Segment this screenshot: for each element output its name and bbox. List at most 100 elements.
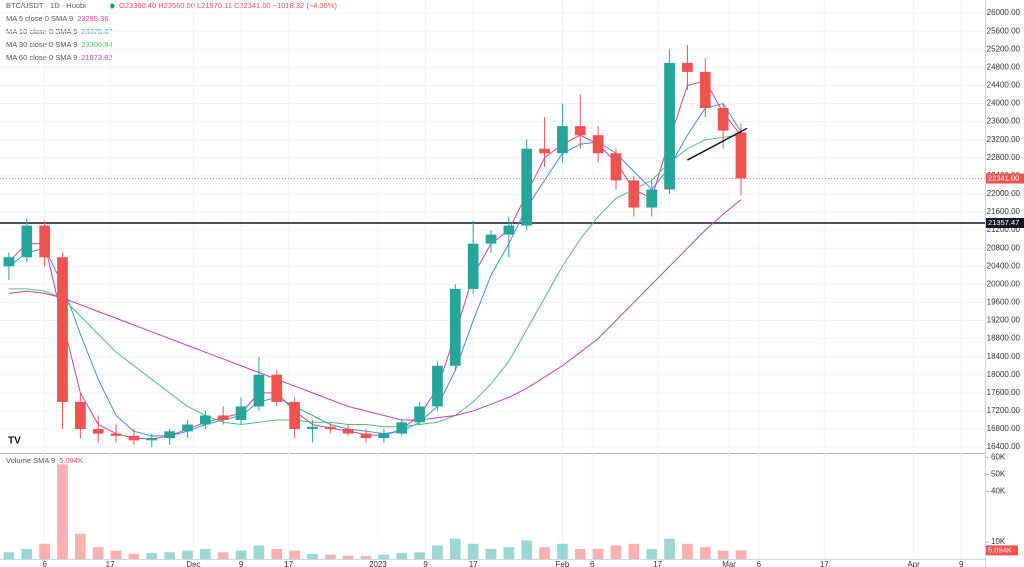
volume-bar (21, 548, 33, 559)
status-dot (109, 3, 115, 9)
x-tick-label: Mar (722, 560, 736, 567)
volume-sma-label-bg (986, 545, 1018, 556)
volume-bar (467, 543, 479, 559)
volume-sma-label: 5.094K (988, 545, 1012, 554)
x-tick-label: 6 (757, 560, 762, 567)
candle-body (485, 234, 497, 244)
candle-body (557, 126, 568, 154)
volume-bar (217, 552, 229, 559)
y-tick-label: 24400.00 (987, 81, 1021, 90)
x-tick-label: Feb (556, 560, 570, 567)
y-tick-label: 25200.00 (987, 44, 1021, 53)
volume-bar (378, 554, 390, 559)
y-tick-label: 17600.00 (987, 388, 1021, 397)
volume-bar (396, 553, 408, 559)
candle-body (74, 401, 86, 430)
volume-bar (74, 533, 86, 559)
candle-body (289, 401, 300, 430)
y-tick-label: 16400.00 (987, 442, 1021, 451)
volume-bar (3, 552, 15, 559)
ma-legend-value: 23295.36 (77, 14, 108, 23)
y-tick-label: 20000.00 (987, 279, 1021, 288)
volume-bar (574, 548, 586, 559)
candle-body (735, 132, 747, 179)
x-tick-label: 17 (106, 560, 115, 567)
volume-bar (128, 553, 140, 559)
ma-legend-name: MA 30 close 0 SMA 9 (6, 40, 77, 49)
candle-body (253, 374, 265, 407)
ohlc: O23360.40 H23560.00 L21970.11 C22341.00 … (119, 1, 337, 10)
volume-bar (414, 552, 425, 559)
volume-tick-label: 50K (991, 470, 1006, 479)
candle-body (432, 365, 443, 407)
candle-body (324, 426, 336, 430)
candle-body (682, 62, 693, 72)
candle-body (146, 438, 158, 441)
x-tick-label: 17 (469, 560, 478, 567)
level-label: 21357.47 (988, 218, 1019, 227)
candle-body (235, 406, 247, 420)
candle-body (21, 225, 33, 258)
y-tick-label: 21600.00 (987, 207, 1021, 216)
volume-bar (557, 543, 568, 559)
y-tick-label: 26000.00 (987, 8, 1021, 17)
volume-bar (199, 548, 211, 559)
ma-line (8, 134, 742, 428)
candle-body (503, 225, 515, 235)
candle-body (110, 433, 122, 436)
volume-legend: Volume SMA 9 (6, 456, 55, 465)
trend-line (687, 127, 748, 161)
volume-bar (360, 555, 372, 559)
ma-legend-name: MA 60 close 0 SMA 9 (6, 53, 77, 62)
candle-body (414, 406, 425, 423)
y-tick-label: 22800.00 (987, 153, 1021, 162)
y-tick-label: 25600.00 (987, 26, 1021, 35)
y-tick-label: 20400.00 (987, 261, 1021, 270)
candle-body (342, 429, 354, 434)
volume-tick-label: 40K (991, 486, 1006, 495)
candle-body (610, 153, 622, 181)
candle-body (592, 135, 604, 154)
ma-line (8, 199, 742, 421)
volume-bar (682, 543, 693, 559)
candle-body (57, 257, 68, 402)
candle-body (699, 71, 711, 109)
y-tick-label: 23600.00 (987, 117, 1021, 126)
y-tick-label: 18400.00 (987, 352, 1021, 361)
candle-body (467, 243, 479, 289)
candle-body (217, 415, 229, 420)
y-tick-label: 24800.00 (987, 62, 1021, 71)
x-tick-label: 6 (590, 560, 595, 567)
candle-body (574, 126, 586, 136)
symbol: BTC/USDT · 1D · Huobi (6, 1, 86, 10)
volume-bar (592, 548, 604, 559)
volume-bar (164, 552, 175, 559)
candle-body (378, 433, 390, 439)
volume-bar (717, 550, 729, 559)
volume-tick-label: 60K (991, 453, 1006, 462)
candle-body (92, 429, 104, 434)
y-tick-label: 16800.00 (987, 424, 1021, 433)
candle-body (3, 257, 15, 267)
candle-body (646, 189, 658, 208)
level-label-bg (986, 217, 1024, 228)
volume-bar (146, 553, 158, 559)
candle-body (307, 426, 318, 430)
x-tick-label: 9 (423, 560, 428, 567)
candle-body (664, 62, 675, 190)
volume-tick-label: 10K (991, 537, 1006, 546)
candle-body (539, 148, 550, 154)
candle-body (199, 415, 211, 425)
y-tick-label: 23200.00 (987, 135, 1021, 144)
volume-bar (664, 538, 675, 559)
volume-bar (110, 550, 122, 559)
volume-bar (646, 548, 658, 559)
candle-body (164, 431, 175, 439)
candle-body (360, 433, 372, 439)
volume-bar (449, 538, 461, 559)
y-tick-label: 17200.00 (987, 406, 1021, 415)
x-tick-label: Dec (186, 560, 200, 567)
